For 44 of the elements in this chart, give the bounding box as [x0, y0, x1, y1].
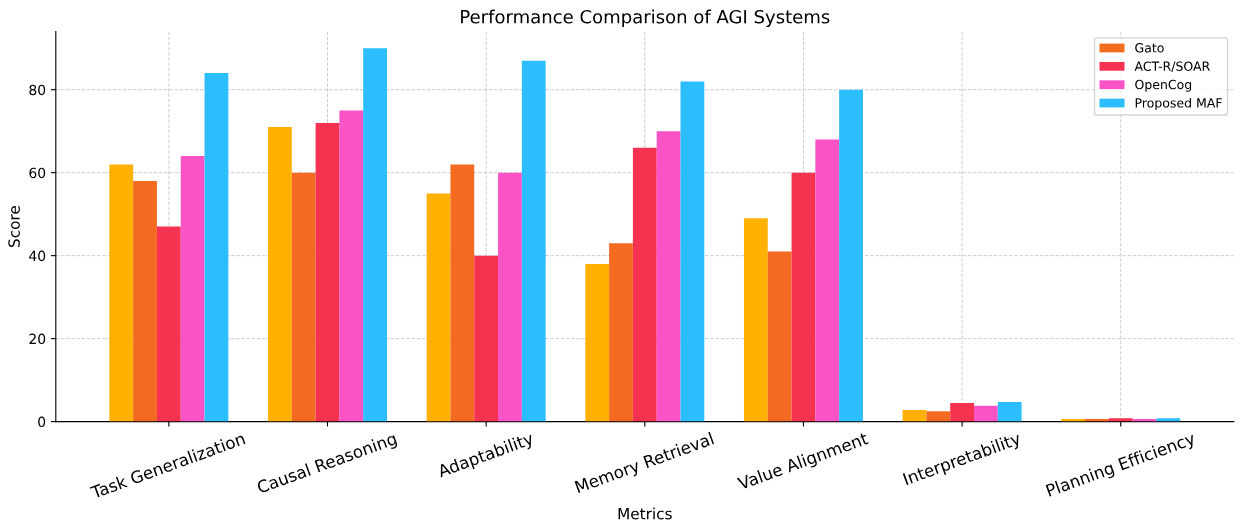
bar	[474, 255, 499, 422]
bar	[791, 172, 816, 422]
bar	[926, 411, 951, 422]
bar	[426, 193, 451, 422]
y-tick-label: 60	[29, 167, 46, 179]
y-tick-label: 20	[29, 333, 46, 345]
bar	[363, 48, 387, 422]
legend-label: Proposed MAF	[1135, 97, 1222, 111]
bar	[1108, 418, 1133, 422]
bar	[268, 127, 292, 422]
legend-label: ACT-R/SOAR	[1134, 61, 1210, 72]
bar	[339, 110, 364, 422]
y-tick-label: 80	[29, 84, 46, 96]
bar	[815, 139, 840, 422]
bar	[997, 402, 1022, 422]
bar	[291, 172, 316, 422]
chart-title: Performance Comparison of AGI Systems	[461, 9, 830, 28]
bar	[1156, 418, 1181, 422]
legend-label: OpenCog	[1135, 79, 1192, 92]
y-tick-label: 0	[38, 416, 46, 428]
bar	[680, 81, 705, 422]
bar	[839, 89, 863, 422]
y-tick-label: 40	[29, 250, 46, 262]
bar	[656, 131, 681, 422]
y-axis-title: Score	[8, 206, 20, 247]
legend-label: Gato	[1135, 43, 1164, 53]
bar	[767, 251, 792, 422]
bar	[902, 409, 927, 422]
bar	[450, 164, 475, 422]
bar	[632, 147, 657, 422]
bar	[109, 164, 134, 422]
bar	[498, 172, 522, 422]
bar	[156, 226, 181, 422]
bar	[585, 263, 610, 422]
bar	[315, 122, 340, 422]
bar	[180, 156, 205, 422]
bar	[950, 402, 975, 422]
bar	[204, 73, 229, 422]
bar	[974, 405, 998, 422]
bar	[133, 180, 157, 422]
x-axis-title: Metrics	[618, 507, 672, 520]
bar	[743, 218, 768, 422]
bar	[609, 243, 633, 422]
bar	[521, 60, 546, 422]
